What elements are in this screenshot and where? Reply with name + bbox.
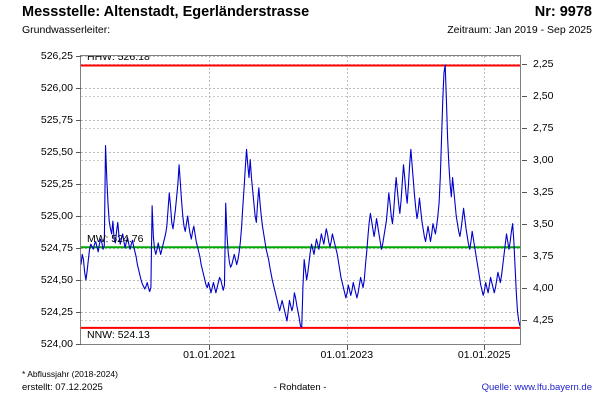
footer-created: erstellt: 07.12.2025: [22, 382, 103, 393]
y-tick-mark-right: [522, 192, 527, 193]
y-tick-left: 526,25: [40, 50, 73, 62]
page-title: Messstelle: Altenstadt, Egerländerstrass…: [22, 4, 310, 20]
y-tick-right: 2,50: [533, 90, 554, 102]
y-tick-mark-left: [76, 56, 81, 57]
footer-rohdaten: - Rohdaten -: [273, 382, 327, 393]
station-number: Nr: 9978: [534, 4, 592, 20]
y-tick-mark-right: [522, 288, 527, 289]
y-tick-mark-left: [76, 88, 81, 89]
y-tick-mark-left: [76, 344, 81, 345]
footnote-abflussjahr: * Abflussjahr (2018-2024): [22, 369, 118, 379]
x-tick-mark: [484, 345, 485, 350]
y-tick-mark-left: [76, 120, 81, 121]
period-label: Zeitraum: Jan 2019 - Sep 2025: [447, 24, 592, 36]
y-tick-right: 3,25: [533, 186, 554, 198]
reference-label-mw: MW: 524.76: [87, 232, 144, 245]
y-tick-right: 3,50: [533, 218, 554, 230]
y-tick-right: 2,75: [533, 122, 554, 134]
y-tick-mark-right: [522, 160, 527, 161]
y-tick-right: 3,00: [533, 154, 554, 166]
reference-label-hhw: HHW: 526.18: [87, 55, 150, 63]
x-tick-mark: [209, 345, 210, 350]
x-tick-mark: [347, 345, 348, 350]
y-tick-left: 524,25: [40, 306, 73, 318]
y-tick-left: 525,50: [40, 146, 73, 158]
y-tick-mark-right: [522, 320, 527, 321]
y-tick-mark-left: [76, 152, 81, 153]
y-tick-mark-right: [522, 64, 527, 65]
footer-source-link[interactable]: Quelle: www.lfu.bayern.de: [481, 382, 592, 393]
y-tick-mark-right: [522, 128, 527, 129]
y-tick-right: 4,00: [533, 282, 554, 294]
y-tick-mark-left: [76, 312, 81, 313]
y-tick-mark-right: [522, 224, 527, 225]
y-tick-mark-left: [76, 184, 81, 185]
y-tick-mark-right: [522, 96, 527, 97]
y-tick-right: 4,25: [533, 314, 554, 326]
y-tick-left: 526,00: [40, 82, 73, 94]
y-tick-left: 525,25: [40, 178, 73, 190]
y-tick-left: 525,75: [40, 114, 73, 126]
y-tick-right: 3,75: [533, 250, 554, 262]
x-tick: 01.01.2021: [183, 349, 236, 361]
data-series-layer: [81, 64, 520, 328]
y-tick-right: 2,25: [533, 58, 554, 70]
y-tick-mark-left: [76, 248, 81, 249]
y-tick-mark-left: [76, 280, 81, 281]
x-tick: 01.01.2025: [457, 349, 511, 361]
aquifer-label: Grundwasserleiter:: [22, 24, 111, 36]
y-tick-left: 524,75: [40, 242, 73, 254]
reference-label-nnw: NNW: 524.13: [87, 329, 150, 342]
y-tick-left: 525,00: [40, 210, 73, 222]
y-tick-mark-left: [76, 216, 81, 217]
y-tick-mark-right: [522, 256, 527, 257]
y-tick-left: 524,00: [40, 338, 73, 350]
plot-area: HHW: 526.18 MW: 524.76 NNW: 524.13: [80, 55, 521, 345]
x-tick: 01.01.2023: [320, 349, 374, 361]
y-tick-left: 524,50: [40, 274, 73, 286]
